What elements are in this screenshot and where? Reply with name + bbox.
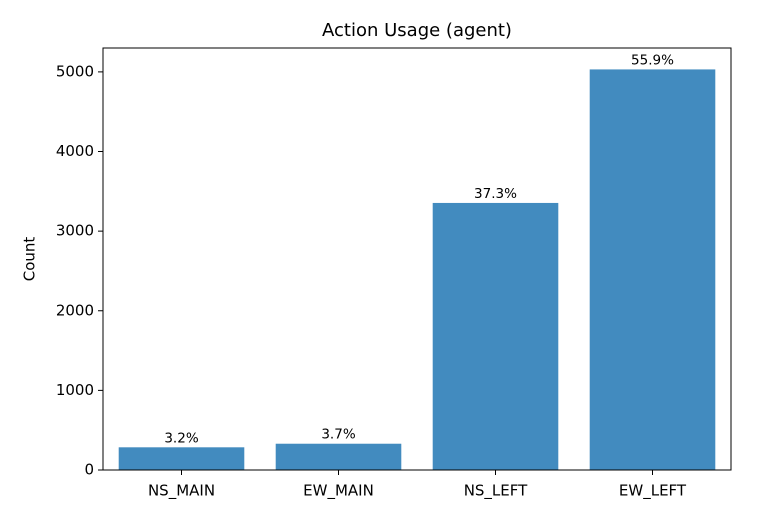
bar xyxy=(589,69,716,470)
bar xyxy=(118,447,245,470)
y-tick-label: 2000 xyxy=(56,301,94,319)
x-tick-label: NS_LEFT xyxy=(464,482,528,501)
value-label: 3.7% xyxy=(321,427,355,443)
chart-title: Action Usage (agent) xyxy=(322,20,512,41)
x-tick-label: NS_MAIN xyxy=(148,482,215,501)
y-tick-label: 4000 xyxy=(56,142,94,160)
plot-frame xyxy=(102,47,732,471)
y-axis-label: Count xyxy=(21,237,39,282)
y-tick-label: 0 xyxy=(84,461,94,479)
value-label: 37.3% xyxy=(474,186,517,202)
bar xyxy=(275,443,402,470)
bar xyxy=(432,202,559,470)
x-tick-label: EW_LEFT xyxy=(619,482,687,501)
x-tick-label: EW_MAIN xyxy=(303,482,374,501)
y-tick-label: 5000 xyxy=(56,62,94,80)
y-tick-label: 3000 xyxy=(56,222,94,240)
value-label: 3.2% xyxy=(164,430,198,446)
y-tick-label: 1000 xyxy=(56,381,94,399)
value-label: 55.9% xyxy=(631,52,674,68)
